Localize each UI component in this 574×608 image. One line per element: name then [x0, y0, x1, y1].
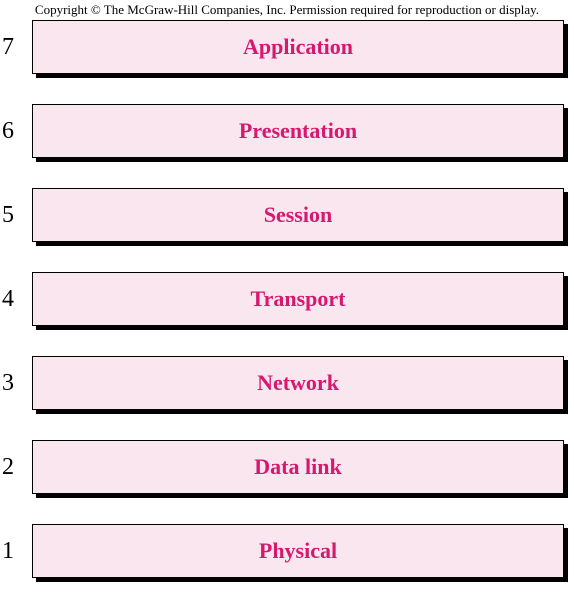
layer-box: Physical	[32, 524, 564, 578]
layer-row: 4 Transport	[0, 272, 574, 326]
layer-box-wrap: Presentation	[32, 104, 564, 158]
layer-row: 7 Application	[0, 20, 574, 74]
layer-row: 5 Session	[0, 188, 574, 242]
layer-number: 1	[0, 538, 32, 565]
layer-number: 5	[0, 202, 32, 229]
layer-label: Session	[264, 202, 332, 228]
layer-row: 1 Physical	[0, 524, 574, 578]
layer-box-wrap: Data link	[32, 440, 564, 494]
layer-box-wrap: Session	[32, 188, 564, 242]
layer-number: 6	[0, 118, 32, 145]
layer-box-wrap: Physical	[32, 524, 564, 578]
layer-box: Session	[32, 188, 564, 242]
layer-label: Presentation	[239, 118, 357, 144]
layer-box-wrap: Network	[32, 356, 564, 410]
layer-number: 4	[0, 286, 32, 313]
layer-box: Presentation	[32, 104, 564, 158]
layer-box: Data link	[32, 440, 564, 494]
layer-label: Physical	[259, 538, 337, 564]
layer-number: 3	[0, 370, 32, 397]
layer-label: Data link	[254, 454, 341, 480]
layer-box-wrap: Transport	[32, 272, 564, 326]
layer-box-wrap: Application	[32, 20, 564, 74]
layer-box: Transport	[32, 272, 564, 326]
layer-number: 2	[0, 454, 32, 481]
layer-label: Network	[257, 370, 339, 396]
layer-row: 3 Network	[0, 356, 574, 410]
layer-label: Transport	[251, 286, 346, 312]
layer-row: 6 Presentation	[0, 104, 574, 158]
copyright-text: Copyright © The McGraw-Hill Companies, I…	[0, 2, 574, 18]
layer-label: Application	[243, 34, 353, 60]
layer-box: Application	[32, 20, 564, 74]
layer-stack: 7 Application 6 Presentation 5 Session 4	[0, 20, 574, 608]
layer-number: 7	[0, 34, 32, 61]
layer-row: 2 Data link	[0, 440, 574, 494]
layer-box: Network	[32, 356, 564, 410]
